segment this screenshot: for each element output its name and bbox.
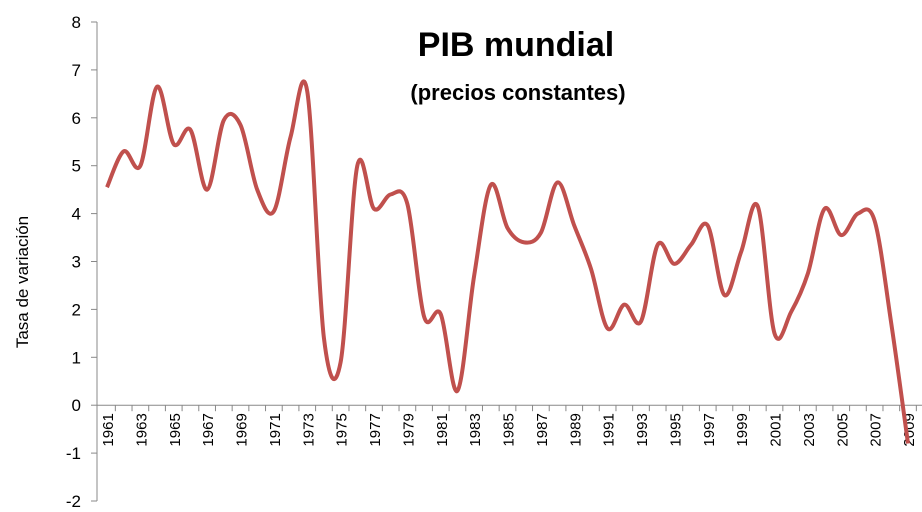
x-tick-label: 1993 [634,413,651,446]
x-tick-label: 1991 [601,413,618,446]
y-tick-label: 7 [72,61,81,80]
x-tick-label: 1989 [567,413,584,446]
data-line [105,79,910,444]
chart-subtitle: (precios constantes) [410,80,625,105]
y-tick-label: 0 [72,396,81,415]
x-tick-label: 1967 [200,413,217,446]
x-tick-label: 2007 [868,413,885,446]
y-tick-label: 2 [72,300,81,319]
x-tick-label: 1969 [234,413,251,446]
y-tick-label: 4 [72,205,81,224]
y-tick-label: -1 [66,444,81,463]
chart-title: PIB mundial [418,26,614,64]
x-tick-label: 1983 [467,413,484,446]
x-tick-label: 1971 [267,413,284,446]
y-tick-label: 3 [72,253,81,272]
y-tick-label: 5 [72,157,81,176]
x-tick-label: 1987 [534,413,551,446]
y-tick-label: -2 [66,492,81,511]
x-tick-label: 1995 [667,413,684,446]
y-tick-label: 8 [72,13,81,32]
x-tick-label: 2001 [768,413,785,446]
x-tick-label: 1963 [133,413,150,446]
x-tick-label: 1985 [501,413,518,446]
x-tick-label: 1965 [167,413,184,446]
y-axis-label: Tasa de variación [13,216,32,348]
x-tick-label: 1979 [400,413,417,446]
x-tick-label: 2003 [801,413,818,446]
y-tick-label: 1 [72,348,81,367]
x-tick-label: 1981 [434,413,451,446]
x-tick-label: 1997 [701,413,718,446]
x-tick-label: 1973 [300,413,317,446]
x-tick-label: 2005 [834,413,851,446]
x-tick-label: 1961 [100,413,117,446]
x-tick-label: 1977 [367,413,384,446]
x-tick-label: 1999 [734,413,751,446]
y-tick-label: 6 [72,109,81,128]
x-tick-label: 1975 [334,413,351,446]
